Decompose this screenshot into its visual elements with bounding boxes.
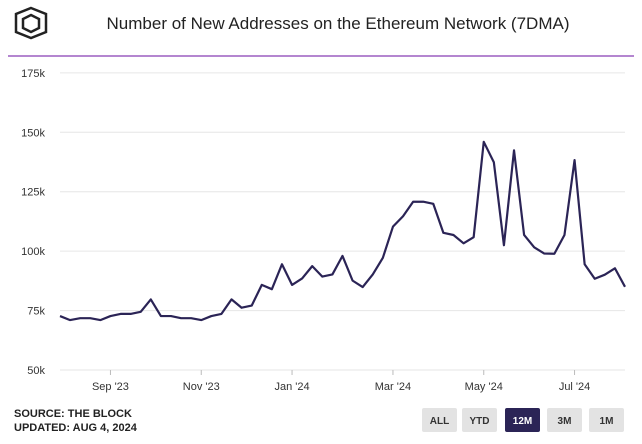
range-button[interactable] [547, 408, 582, 432]
x-tick-label: Jan '24 [274, 381, 309, 393]
source: SOURCE: THE BLOCK [14, 408, 132, 420]
range-button[interactable] [589, 408, 624, 432]
range-label[interactable]: 12M [513, 416, 532, 427]
range-label[interactable]: 3M [558, 416, 572, 427]
y-tick-label: 175k [21, 68, 45, 80]
line [59, 140, 626, 322]
range-button[interactable] [462, 408, 497, 432]
range-label[interactable]: YTD [470, 416, 490, 427]
y-tick-label: 100k [21, 246, 45, 258]
range-button[interactable] [505, 408, 540, 432]
x-tick-label: May '24 [465, 381, 503, 393]
chart-title: Number of New Addresses on the Ethereum … [107, 14, 570, 33]
range-button[interactable] [422, 408, 457, 432]
y-tick-label: 125k [21, 187, 45, 199]
y-tick-label: 75k [27, 306, 45, 318]
x-tick-label: Nov '23 [183, 381, 220, 393]
y-tick-label: 50k [27, 365, 45, 377]
range-label[interactable]: 1M [600, 416, 614, 427]
updated: UPDATED: AUG 4, 2024 [14, 422, 138, 434]
x-tick-label: Jul '24 [559, 381, 590, 393]
x-tick-label: Mar '24 [375, 381, 411, 393]
logo [14, 6, 48, 40]
y-tick-label: 150k [21, 127, 45, 139]
x-tick-label: Sep '23 [92, 381, 129, 393]
range-label[interactable]: ALL [430, 416, 449, 427]
